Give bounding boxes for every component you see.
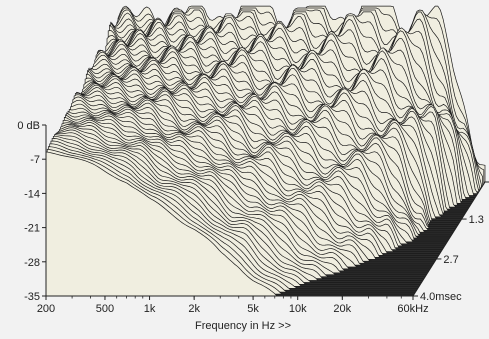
x-tick-label: 60kHz — [397, 303, 428, 315]
y-axis-ticks: 0 dB -7 -14 -21 -28 -35 — [17, 120, 46, 303]
x-tick-label: 10k — [289, 303, 307, 315]
time-axis-ticks: 0.01.32.74.0msec — [413, 181, 489, 303]
x-tick-label: 500 — [96, 303, 114, 315]
x-tick-label: 1k — [144, 303, 156, 315]
y-tick-label: -35 — [24, 291, 40, 303]
time-tick-label: 4.0msec — [420, 291, 462, 303]
y-tick-label: -28 — [24, 257, 40, 269]
y-tick-label: -7 — [30, 154, 40, 166]
y-tick-label: 0 dB — [17, 120, 40, 132]
x-axis-ticks: 200 500 1k 2k 5k 10k 20k 60kHz — [37, 296, 429, 315]
x-tick-label: 200 — [37, 303, 55, 315]
time-axis-line — [412, 181, 486, 297]
x-tick-label: 2k — [188, 303, 200, 315]
x-tick-label: 5k — [247, 303, 259, 315]
x-tick-label: 20k — [333, 303, 351, 315]
y-tick-label: -14 — [24, 188, 40, 200]
waterfall-slices — [45, 5, 486, 297]
time-tick-label: 1.3 — [469, 214, 484, 226]
y-tick-label: -21 — [24, 223, 40, 235]
x-axis-title: Frequency in Hz >> — [195, 320, 291, 332]
chart-axes — [45, 125, 486, 297]
time-tick-label: 2.7 — [443, 254, 458, 266]
